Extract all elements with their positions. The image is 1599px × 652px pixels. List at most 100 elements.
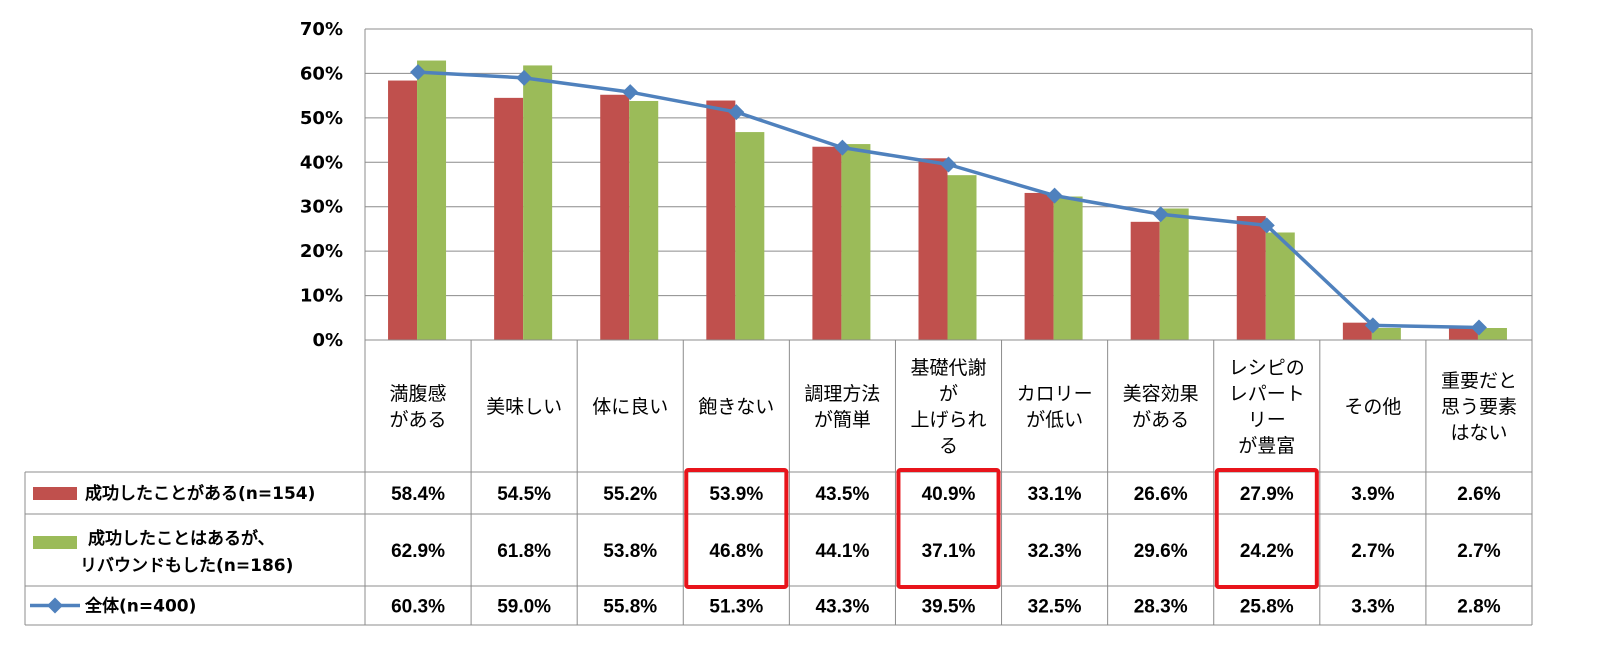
data-label: 37.1% xyxy=(922,541,976,562)
bar-series2 xyxy=(417,60,447,341)
data-label: 33.1% xyxy=(1028,484,1082,505)
data-label: 53.8% xyxy=(603,541,657,562)
bar-series1 xyxy=(1024,192,1054,340)
bar-series2 xyxy=(735,132,765,340)
data-label: 40.9% xyxy=(922,484,976,505)
y-tick-label: 0% xyxy=(312,330,343,351)
data-label: 59.0% xyxy=(497,597,551,618)
category-label: 満腹感 xyxy=(390,383,447,405)
bar-series1 xyxy=(706,100,736,340)
bar-series1 xyxy=(1130,221,1160,340)
legend-marker xyxy=(47,597,63,614)
y-tick-label: 30% xyxy=(300,197,343,218)
data-label: 26.6% xyxy=(1134,484,1188,505)
data-label: 53.9% xyxy=(709,484,763,505)
legend-swatch xyxy=(33,536,77,549)
legend-swatch xyxy=(33,487,77,500)
line-point xyxy=(1364,317,1381,334)
bar-series1 xyxy=(1236,216,1266,340)
data-label: 44.1% xyxy=(815,541,869,562)
line-point xyxy=(1152,206,1169,223)
line-point xyxy=(516,69,533,86)
category-label: カロリー xyxy=(1017,383,1093,405)
data-label: 43.5% xyxy=(815,484,869,505)
bar-series2 xyxy=(629,100,659,340)
y-axis: 0% 10% 20% 30% 40% 50% 60% 70% xyxy=(300,19,343,351)
y-tick-label: 20% xyxy=(300,241,343,262)
bar-series2 xyxy=(1053,196,1083,340)
legend-label: 全体(n=400) xyxy=(84,596,196,617)
line-point xyxy=(410,64,427,81)
bar-series2 xyxy=(947,175,977,340)
legend-label: 成功したことはあるが、 xyxy=(88,528,275,549)
data-label: 43.3% xyxy=(815,597,869,618)
data-label: 55.2% xyxy=(603,484,657,505)
y-tick-label: 40% xyxy=(300,152,343,173)
bar-series2 xyxy=(1371,328,1401,340)
data-label: 58.4% xyxy=(391,484,445,505)
data-label: 24.2% xyxy=(1240,541,1294,562)
bar-series2 xyxy=(523,65,553,340)
series-line xyxy=(410,64,1487,336)
category-label: 重要だと xyxy=(1441,370,1517,392)
category-label: がある xyxy=(390,409,447,431)
line-point xyxy=(622,84,639,101)
y-tick-label: 70% xyxy=(300,19,343,40)
bar-series1 xyxy=(494,97,524,340)
category-label: 調理方法 xyxy=(804,383,880,405)
bar-series2 xyxy=(841,144,871,340)
highlight-box xyxy=(896,468,1001,589)
bar-series1 xyxy=(918,158,948,340)
category-label: リー xyxy=(1248,409,1286,431)
highlight-boxes xyxy=(684,468,1319,589)
category-label: る xyxy=(939,435,958,457)
category-label: 美容効果 xyxy=(1123,383,1199,405)
category-label: 美味しい xyxy=(486,396,562,418)
category-label: がある xyxy=(1132,409,1189,431)
data-label: 62.9% xyxy=(391,541,445,562)
category-label: 思う要素 xyxy=(1441,396,1517,418)
line-point xyxy=(1258,217,1275,234)
highlight-box xyxy=(684,468,789,589)
category-label: が xyxy=(939,383,958,405)
bar-series2 xyxy=(1159,208,1189,340)
data-label: 25.8% xyxy=(1240,597,1294,618)
category-label: レパート xyxy=(1229,383,1305,405)
data-label: 46.8% xyxy=(709,541,763,562)
y-tick-label: 10% xyxy=(300,286,343,307)
y-tick-label: 50% xyxy=(300,108,343,129)
bar-series1 xyxy=(1448,328,1478,340)
category-label: が豊富 xyxy=(1238,435,1295,457)
bar-series2 xyxy=(1477,328,1507,340)
category-label: その他 xyxy=(1344,396,1401,418)
category-label: が低い xyxy=(1026,409,1083,431)
category-label: 上げられ xyxy=(910,409,986,431)
bar-series1 xyxy=(1342,322,1372,340)
category-label: 飽きない xyxy=(698,396,774,418)
data-label: 3.3% xyxy=(1351,597,1394,618)
legend-label: 成功したことがある(n=154) xyxy=(85,483,315,504)
line-point xyxy=(1470,319,1487,336)
data-label: 2.7% xyxy=(1457,541,1500,562)
line-point xyxy=(1046,187,1063,204)
data-label: 61.8% xyxy=(497,541,551,562)
data-label: 3.9% xyxy=(1351,484,1394,505)
data-label: 32.3% xyxy=(1028,541,1082,562)
bar-series1 xyxy=(600,94,630,340)
bars xyxy=(388,60,1507,341)
line-point xyxy=(834,139,851,156)
legend-label: リバウンドもした(n=186) xyxy=(80,556,293,576)
data-label: 29.6% xyxy=(1134,541,1188,562)
data-label: 28.3% xyxy=(1134,597,1188,618)
bar-series1 xyxy=(388,80,418,340)
category-label: 基礎代謝 xyxy=(910,357,986,379)
data-label: 32.5% xyxy=(1028,597,1082,618)
bar-series1 xyxy=(812,146,842,340)
data-label: 60.3% xyxy=(391,597,445,618)
data-label: 2.7% xyxy=(1351,541,1394,562)
category-label: レシピの xyxy=(1229,357,1305,379)
data-label: 55.8% xyxy=(603,597,657,618)
data-label: 54.5% xyxy=(497,484,551,505)
